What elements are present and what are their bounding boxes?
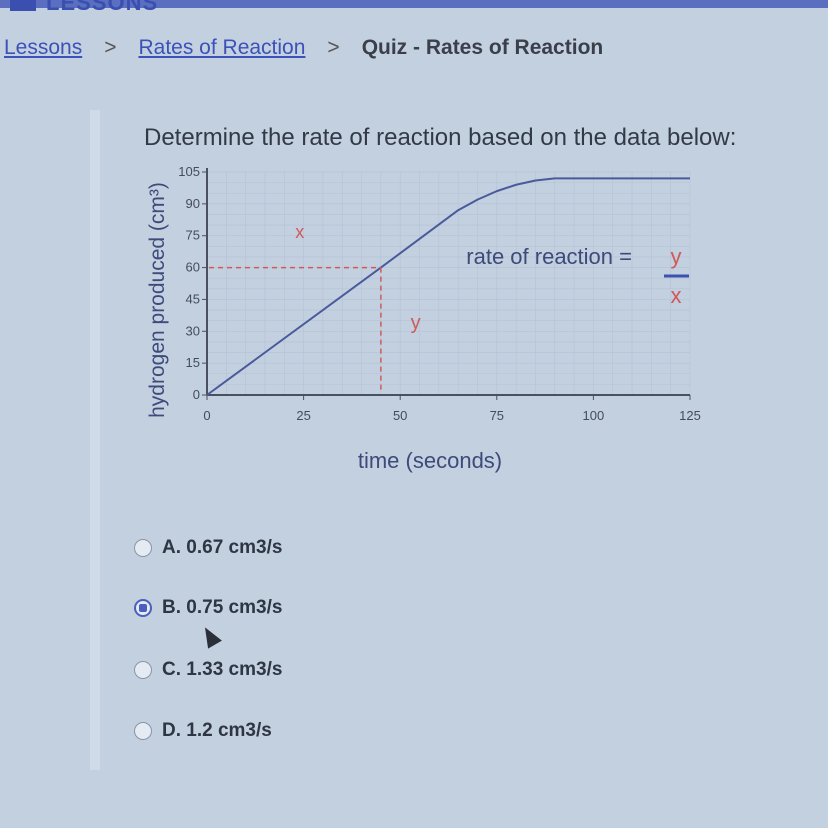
y-annotation: y bbox=[411, 312, 421, 334]
y-tick-label: 0 bbox=[193, 387, 200, 402]
breadcrumb: Lessons > Rates of Reaction > Quiz - Rates o… bbox=[4, 36, 603, 60]
x-annotation: x bbox=[295, 222, 304, 242]
radio-button[interactable] bbox=[134, 722, 152, 740]
formula-numerator: y bbox=[671, 244, 682, 269]
option-label: C. 1.33 cm3/s bbox=[162, 659, 283, 680]
y-tick-label: 90 bbox=[186, 196, 200, 211]
data-line bbox=[206, 177, 690, 396]
y-tick-label: 45 bbox=[186, 291, 200, 306]
option-d[interactable]: D. 1.2 cm3/s bbox=[134, 720, 272, 742]
x-tick-label: 50 bbox=[393, 408, 407, 423]
option-b[interactable]: B. 0.75 cm3/s bbox=[134, 597, 282, 619]
brand-label: LESSONS bbox=[46, 0, 159, 15]
radio-button-selected[interactable] bbox=[134, 599, 152, 617]
breadcrumb-current: Quiz - Rates of Reaction bbox=[361, 36, 604, 59]
formula-denominator: x bbox=[671, 283, 682, 308]
chevron-right-icon: > bbox=[104, 36, 117, 59]
x-tick-label: 0 bbox=[203, 408, 210, 423]
option-label: B. 0.75 cm3/s bbox=[162, 597, 283, 618]
lessons-icon bbox=[10, 0, 36, 12]
radio-button[interactable] bbox=[134, 539, 152, 557]
question-text: Determine the rate of reaction based on … bbox=[144, 124, 737, 151]
option-label: D. 1.2 cm3/s bbox=[162, 720, 272, 741]
y-tick-label: 30 bbox=[186, 323, 200, 338]
breadcrumb-rates-of-reaction[interactable]: Rates of Reaction bbox=[138, 36, 306, 59]
x-tick-label: 75 bbox=[490, 408, 504, 423]
radio-button[interactable] bbox=[134, 661, 152, 679]
y-tick-label: 105 bbox=[178, 164, 200, 179]
x-tick-label: 25 bbox=[296, 408, 310, 423]
y-tick-label: 75 bbox=[186, 228, 200, 243]
y-axis-label: hydrogen produced (cm³) bbox=[146, 182, 169, 418]
y-tick-label: 60 bbox=[186, 260, 200, 275]
x-tick-label: 100 bbox=[583, 408, 605, 423]
x-tick-label: 125 bbox=[679, 408, 701, 423]
y-tick-label: 15 bbox=[186, 355, 200, 370]
top-bar bbox=[0, 0, 828, 8]
content-left-border bbox=[90, 110, 100, 770]
formula-text: rate of reaction = bbox=[466, 244, 632, 269]
brand[interactable]: LESSONS bbox=[10, 0, 158, 16]
option-label: A. 0.67 cm3/s bbox=[162, 537, 283, 558]
x-axis-label: time (seconds) bbox=[358, 448, 502, 473]
breadcrumb-lessons[interactable]: Lessons bbox=[4, 36, 83, 59]
option-c[interactable]: C. 1.33 cm3/s bbox=[134, 659, 282, 681]
option-a[interactable]: A. 0.67 cm3/s bbox=[134, 537, 282, 559]
chevron-right-icon: > bbox=[327, 36, 340, 59]
